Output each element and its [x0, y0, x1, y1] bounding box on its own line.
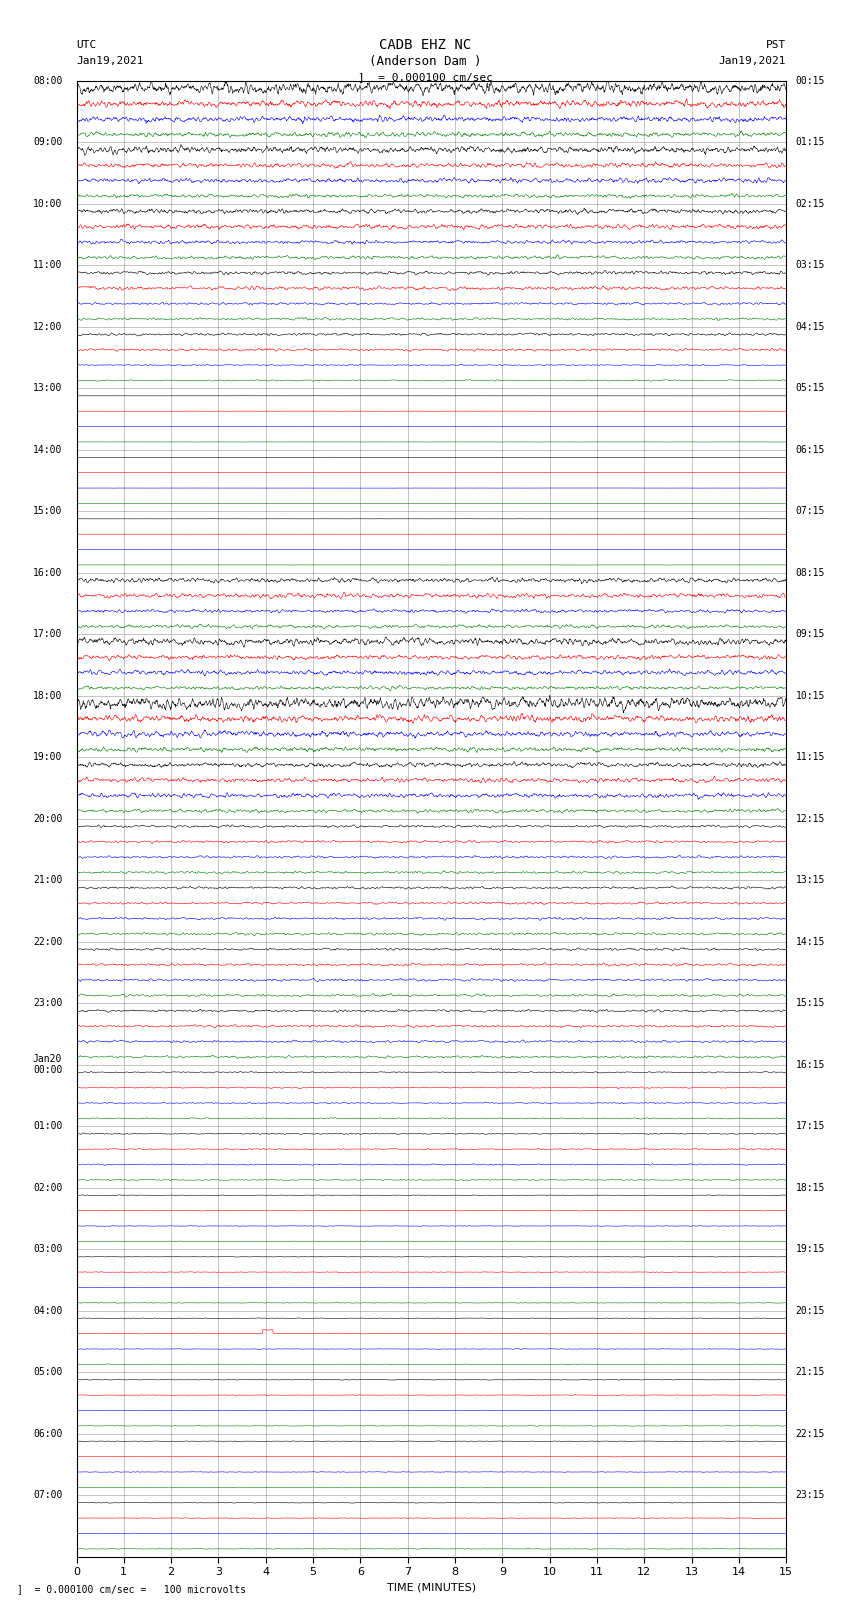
Text: 06:00: 06:00 — [33, 1429, 62, 1439]
Text: 10:00: 10:00 — [33, 198, 62, 208]
Text: 02:15: 02:15 — [796, 198, 825, 208]
Text: 15:15: 15:15 — [796, 998, 825, 1008]
Text: 15:00: 15:00 — [33, 506, 62, 516]
Text: 21:15: 21:15 — [796, 1368, 825, 1378]
Text: 01:15: 01:15 — [796, 137, 825, 147]
Text: Jan19,2021: Jan19,2021 — [76, 56, 144, 66]
Text: UTC: UTC — [76, 40, 97, 50]
Text: 09:15: 09:15 — [796, 629, 825, 639]
Text: (Anderson Dam ): (Anderson Dam ) — [369, 55, 481, 68]
Text: ]  = 0.000100 cm/sec =   100 microvolts: ] = 0.000100 cm/sec = 100 microvolts — [17, 1584, 246, 1594]
Text: 16:15: 16:15 — [796, 1060, 825, 1069]
Text: 19:00: 19:00 — [33, 752, 62, 761]
Text: 13:15: 13:15 — [796, 876, 825, 886]
Text: 16:00: 16:00 — [33, 568, 62, 577]
Text: CADB EHZ NC: CADB EHZ NC — [379, 39, 471, 52]
Text: 09:00: 09:00 — [33, 137, 62, 147]
Text: 14:15: 14:15 — [796, 937, 825, 947]
Text: 03:15: 03:15 — [796, 260, 825, 269]
Text: 21:00: 21:00 — [33, 876, 62, 886]
Text: 17:00: 17:00 — [33, 629, 62, 639]
Text: ]  = 0.000100 cm/sec: ] = 0.000100 cm/sec — [358, 73, 492, 82]
Text: 17:15: 17:15 — [796, 1121, 825, 1131]
Text: 23:15: 23:15 — [796, 1490, 825, 1500]
Text: 07:00: 07:00 — [33, 1490, 62, 1500]
Text: 19:15: 19:15 — [796, 1244, 825, 1253]
Text: 05:00: 05:00 — [33, 1368, 62, 1378]
Text: 23:00: 23:00 — [33, 998, 62, 1008]
Text: 04:00: 04:00 — [33, 1305, 62, 1316]
Text: PST: PST — [766, 40, 786, 50]
Text: 22:15: 22:15 — [796, 1429, 825, 1439]
Text: 20:15: 20:15 — [796, 1305, 825, 1316]
Text: 00:15: 00:15 — [796, 76, 825, 85]
Text: 14:00: 14:00 — [33, 445, 62, 455]
Text: 07:15: 07:15 — [796, 506, 825, 516]
Text: 06:15: 06:15 — [796, 445, 825, 455]
Text: 08:15: 08:15 — [796, 568, 825, 577]
Text: Jan20
00:00: Jan20 00:00 — [33, 1055, 62, 1074]
Text: 13:00: 13:00 — [33, 384, 62, 394]
Text: 18:00: 18:00 — [33, 690, 62, 700]
Text: 05:15: 05:15 — [796, 384, 825, 394]
Text: 22:00: 22:00 — [33, 937, 62, 947]
Text: Jan19,2021: Jan19,2021 — [719, 56, 786, 66]
Text: 08:00: 08:00 — [33, 76, 62, 85]
Text: 11:00: 11:00 — [33, 260, 62, 269]
Text: 18:15: 18:15 — [796, 1182, 825, 1192]
Text: 20:00: 20:00 — [33, 813, 62, 824]
Text: 01:00: 01:00 — [33, 1121, 62, 1131]
Text: 02:00: 02:00 — [33, 1182, 62, 1192]
Text: 04:15: 04:15 — [796, 321, 825, 332]
Text: 12:15: 12:15 — [796, 813, 825, 824]
Text: 03:00: 03:00 — [33, 1244, 62, 1253]
Text: 10:15: 10:15 — [796, 690, 825, 700]
Text: 12:00: 12:00 — [33, 321, 62, 332]
X-axis label: TIME (MINUTES): TIME (MINUTES) — [387, 1582, 476, 1592]
Text: 11:15: 11:15 — [796, 752, 825, 761]
